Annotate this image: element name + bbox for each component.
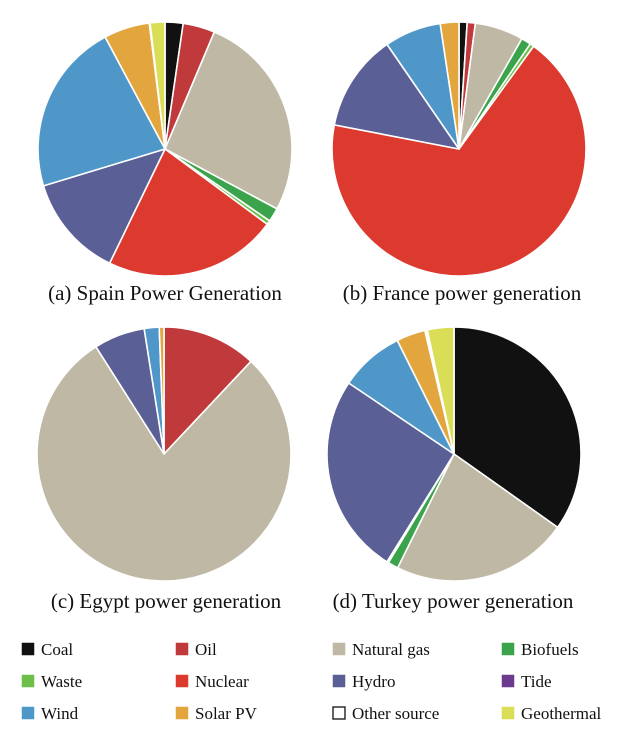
legend-item-oil: Oil — [175, 640, 217, 659]
caption-turkey: (d) Turkey power generation — [333, 589, 574, 613]
legend-label-nuclear: Nuclear — [195, 672, 249, 691]
slice-turkey-hydro — [326, 382, 455, 563]
legend-label-other-source: Other source — [352, 704, 439, 723]
legend-item-solar-pv: Solar PV — [175, 704, 258, 723]
slice-egypt-natural-gas — [36, 345, 292, 582]
slice-turkey-natural-gas — [396, 453, 559, 582]
slice-spain-natural-gas — [164, 31, 293, 210]
slice-spain-geothermal — [149, 21, 166, 150]
slice-egypt-solar-pv — [158, 326, 165, 455]
legend: Coal Oil Natural gas Biofuels Waste Nuclear Hy… — [21, 640, 602, 723]
slice-france-solar-pv — [439, 21, 460, 150]
caption-france: (b) France power generation — [343, 281, 582, 305]
slice-spain-hydro — [42, 148, 166, 265]
legend-swatch-oil — [175, 642, 189, 656]
legend-swatch-nuclear — [175, 674, 189, 688]
legend-label-tide: Tide — [521, 672, 552, 691]
legend-swatch-biofuels — [501, 642, 515, 656]
slice-france-hydro — [333, 43, 460, 150]
caption-egypt: (c) Egypt power generation — [51, 589, 282, 613]
caption-spain: (a) Spain Power Generation — [48, 281, 282, 305]
pie-france — [331, 21, 587, 277]
legend-item-geothermal: Geothermal — [501, 704, 602, 723]
legend-item-hydro: Hydro — [332, 672, 395, 691]
legend-item-coal: Coal — [21, 640, 73, 659]
legend-swatch-wind — [21, 706, 35, 720]
legend-label-oil: Oil — [195, 640, 217, 659]
legend-swatch-waste — [21, 674, 35, 688]
slice-france-nuclear — [331, 45, 587, 277]
legend-label-coal: Coal — [41, 640, 73, 659]
legend-swatch-tide — [501, 674, 515, 688]
legend-label-geothermal: Geothermal — [521, 704, 602, 723]
legend-swatch-coal — [21, 642, 35, 656]
slice-egypt-oil — [163, 326, 252, 455]
legend-swatch-other-source — [332, 706, 346, 720]
pie-turkey — [326, 326, 582, 582]
legend-item-tide: Tide — [501, 672, 552, 691]
legend-item-biofuels: Biofuels — [501, 640, 579, 659]
legend-label-biofuels: Biofuels — [521, 640, 579, 659]
pie-spain — [37, 21, 293, 277]
legend-label-hydro: Hydro — [352, 672, 395, 691]
slice-spain-nuclear — [108, 148, 269, 277]
legend-swatch-solar-pv — [175, 706, 189, 720]
legend-item-natural-gas: Natural gas — [332, 640, 430, 659]
legend-item-nuclear: Nuclear — [175, 672, 249, 691]
pie-egypt — [36, 326, 292, 582]
legend-swatch-natural-gas — [332, 642, 346, 656]
legend-item-other-source: Other source — [332, 704, 439, 723]
legend-label-wind: Wind — [41, 704, 79, 723]
legend-swatch-geothermal — [501, 706, 515, 720]
legend-item-wind: Wind — [21, 704, 79, 723]
legend-label-solar-pv: Solar PV — [195, 704, 258, 723]
slice-spain-wind — [37, 36, 166, 187]
legend-label-waste: Waste — [41, 672, 82, 691]
legend-swatch-hydro — [332, 674, 346, 688]
legend-label-natural-gas: Natural gas — [352, 640, 430, 659]
slice-turkey-geothermal — [426, 326, 455, 455]
legend-item-waste: Waste — [21, 672, 82, 691]
slice-turkey-coal — [453, 326, 582, 529]
